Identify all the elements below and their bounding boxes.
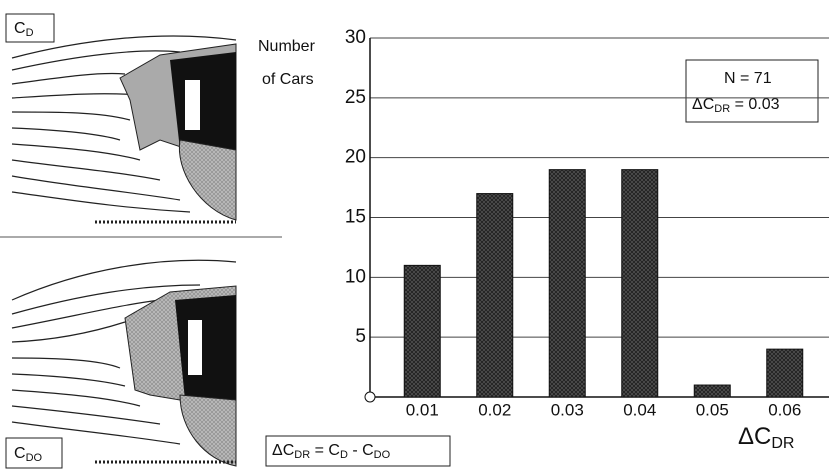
- x-label-main: ΔC: [738, 423, 771, 450]
- stat-sub: DR: [714, 103, 730, 115]
- car-bottom-illustration: [6, 260, 236, 468]
- bar: [404, 265, 440, 397]
- x-tick-label: 0.03: [551, 400, 584, 419]
- stat-main: ΔC: [692, 96, 714, 113]
- y-tick-label: 30: [345, 27, 366, 48]
- y-axis-label: Number: [258, 38, 316, 55]
- formula-part: - C: [348, 442, 374, 459]
- stat-n: N = 71: [724, 70, 772, 87]
- y-axis-label: of Cars: [262, 71, 314, 88]
- x-tick-label: 0.04: [623, 400, 656, 419]
- x-tick-label: 0.06: [768, 400, 801, 419]
- formula: ΔCDR = CD - CDO: [272, 442, 391, 461]
- figure: CD CDO Number of Cars N = 71 ΔCDR = 0.03…: [0, 0, 829, 472]
- origin-marker: [365, 392, 375, 402]
- bar: [694, 385, 730, 397]
- y-tick-label: 15: [345, 207, 366, 228]
- formula-sub: D: [340, 449, 348, 461]
- y-tick-label: 20: [345, 147, 366, 168]
- stat-rest: = 0.03: [730, 96, 779, 113]
- bar: [622, 170, 658, 397]
- x-label-sub: DR: [771, 435, 794, 452]
- y-tick-label: 25: [345, 87, 366, 108]
- x-tick-label: 0.02: [478, 400, 511, 419]
- panel-label-main: C: [14, 445, 26, 462]
- x-tick-label: 0.01: [406, 400, 439, 419]
- formula-sub: DO: [374, 449, 391, 461]
- panel-label-sub: D: [26, 27, 34, 39]
- car-top-illustration: [0, 14, 282, 237]
- formula-part: ΔC: [272, 442, 294, 459]
- bar: [549, 170, 585, 397]
- y-tick-label: 10: [345, 266, 366, 287]
- bar: [767, 349, 803, 397]
- x-tick-label: 0.05: [696, 400, 729, 419]
- panel-label-main: C: [14, 20, 26, 37]
- stat-delta: ΔCDR = 0.03: [692, 96, 780, 115]
- bar: [477, 194, 513, 397]
- formula-part: = C: [310, 442, 340, 459]
- formula-sub: DR: [294, 449, 310, 461]
- panel-label-sub: DO: [26, 452, 43, 464]
- x-axis-label: ΔCDR: [738, 423, 794, 452]
- y-tick-label: 5: [355, 326, 366, 347]
